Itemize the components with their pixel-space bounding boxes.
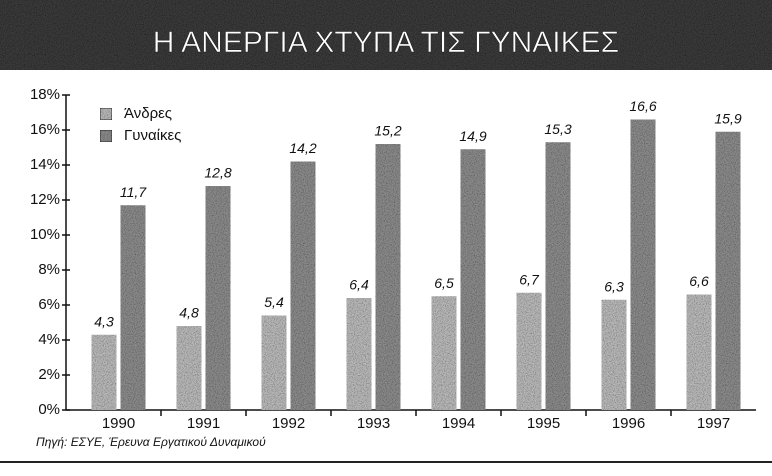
value-label: 6,6 bbox=[689, 273, 709, 289]
bar bbox=[346, 298, 372, 410]
value-label: 12,8 bbox=[204, 165, 231, 181]
y-tick-label: 16% bbox=[30, 121, 60, 138]
chart-title: Η ΑΝΕΡΓΙΑ ΧΤΥΠΑ ΤΙΣ ΓΥΝΑΙΚΕΣ bbox=[153, 26, 619, 59]
value-label: 6,4 bbox=[349, 277, 369, 293]
y-tick-label: 0% bbox=[38, 401, 60, 418]
bar bbox=[545, 142, 571, 410]
legend-swatch bbox=[99, 107, 113, 121]
value-label: 14,9 bbox=[459, 128, 486, 144]
value-label: 15,9 bbox=[714, 110, 741, 126]
value-label: 4,3 bbox=[94, 313, 114, 329]
y-tick-label: 12% bbox=[30, 191, 60, 208]
legend-label: Άνδρες bbox=[124, 105, 172, 122]
x-tick-label: 1992 bbox=[272, 415, 305, 432]
x-tick-label: 1994 bbox=[442, 415, 475, 432]
y-tick-label: 8% bbox=[38, 261, 60, 278]
bar bbox=[261, 315, 287, 410]
legend-label: Γυναίκες bbox=[124, 127, 181, 144]
value-label: 15,2 bbox=[374, 123, 401, 139]
bar bbox=[601, 299, 627, 410]
value-label: 5,4 bbox=[264, 294, 284, 310]
y-tick-label: 6% bbox=[38, 296, 60, 313]
bar bbox=[715, 131, 741, 410]
bar bbox=[686, 294, 712, 410]
value-label: 15,3 bbox=[544, 121, 571, 137]
bar bbox=[91, 334, 117, 410]
bar bbox=[375, 144, 401, 410]
x-tick-label: 1991 bbox=[187, 415, 220, 432]
y-tick-label: 18% bbox=[30, 86, 60, 103]
y-tick-label: 4% bbox=[38, 331, 60, 348]
value-label: 6,3 bbox=[604, 278, 624, 294]
y-tick-label: 10% bbox=[30, 226, 60, 243]
source-note: Πηγή: ΕΣΥΕ, Έρευνα Εργατικού Δυναμικού bbox=[36, 435, 266, 449]
value-label: 6,5 bbox=[434, 275, 454, 291]
legend-swatch bbox=[99, 129, 113, 143]
x-tick-label: 1995 bbox=[527, 415, 560, 432]
bar bbox=[120, 205, 146, 410]
value-label: 4,8 bbox=[179, 305, 199, 321]
bar bbox=[630, 119, 656, 410]
y-tick-label: 14% bbox=[30, 156, 60, 173]
x-tick-label: 1996 bbox=[612, 415, 645, 432]
x-tick-label: 1993 bbox=[357, 415, 390, 432]
bar bbox=[460, 149, 486, 410]
value-label: 11,7 bbox=[120, 184, 147, 200]
bar bbox=[431, 296, 457, 410]
bar bbox=[176, 326, 202, 410]
value-label: 6,7 bbox=[519, 271, 540, 287]
value-label: 16,6 bbox=[629, 98, 656, 114]
bar bbox=[516, 292, 542, 410]
y-tick-label: 2% bbox=[38, 366, 60, 383]
value-label: 14,2 bbox=[289, 140, 316, 156]
x-tick-label: 1997 bbox=[697, 415, 730, 432]
x-tick-label: 1990 bbox=[102, 415, 135, 432]
bar bbox=[205, 186, 231, 410]
title-banner bbox=[0, 0, 772, 70]
bar bbox=[290, 161, 316, 410]
